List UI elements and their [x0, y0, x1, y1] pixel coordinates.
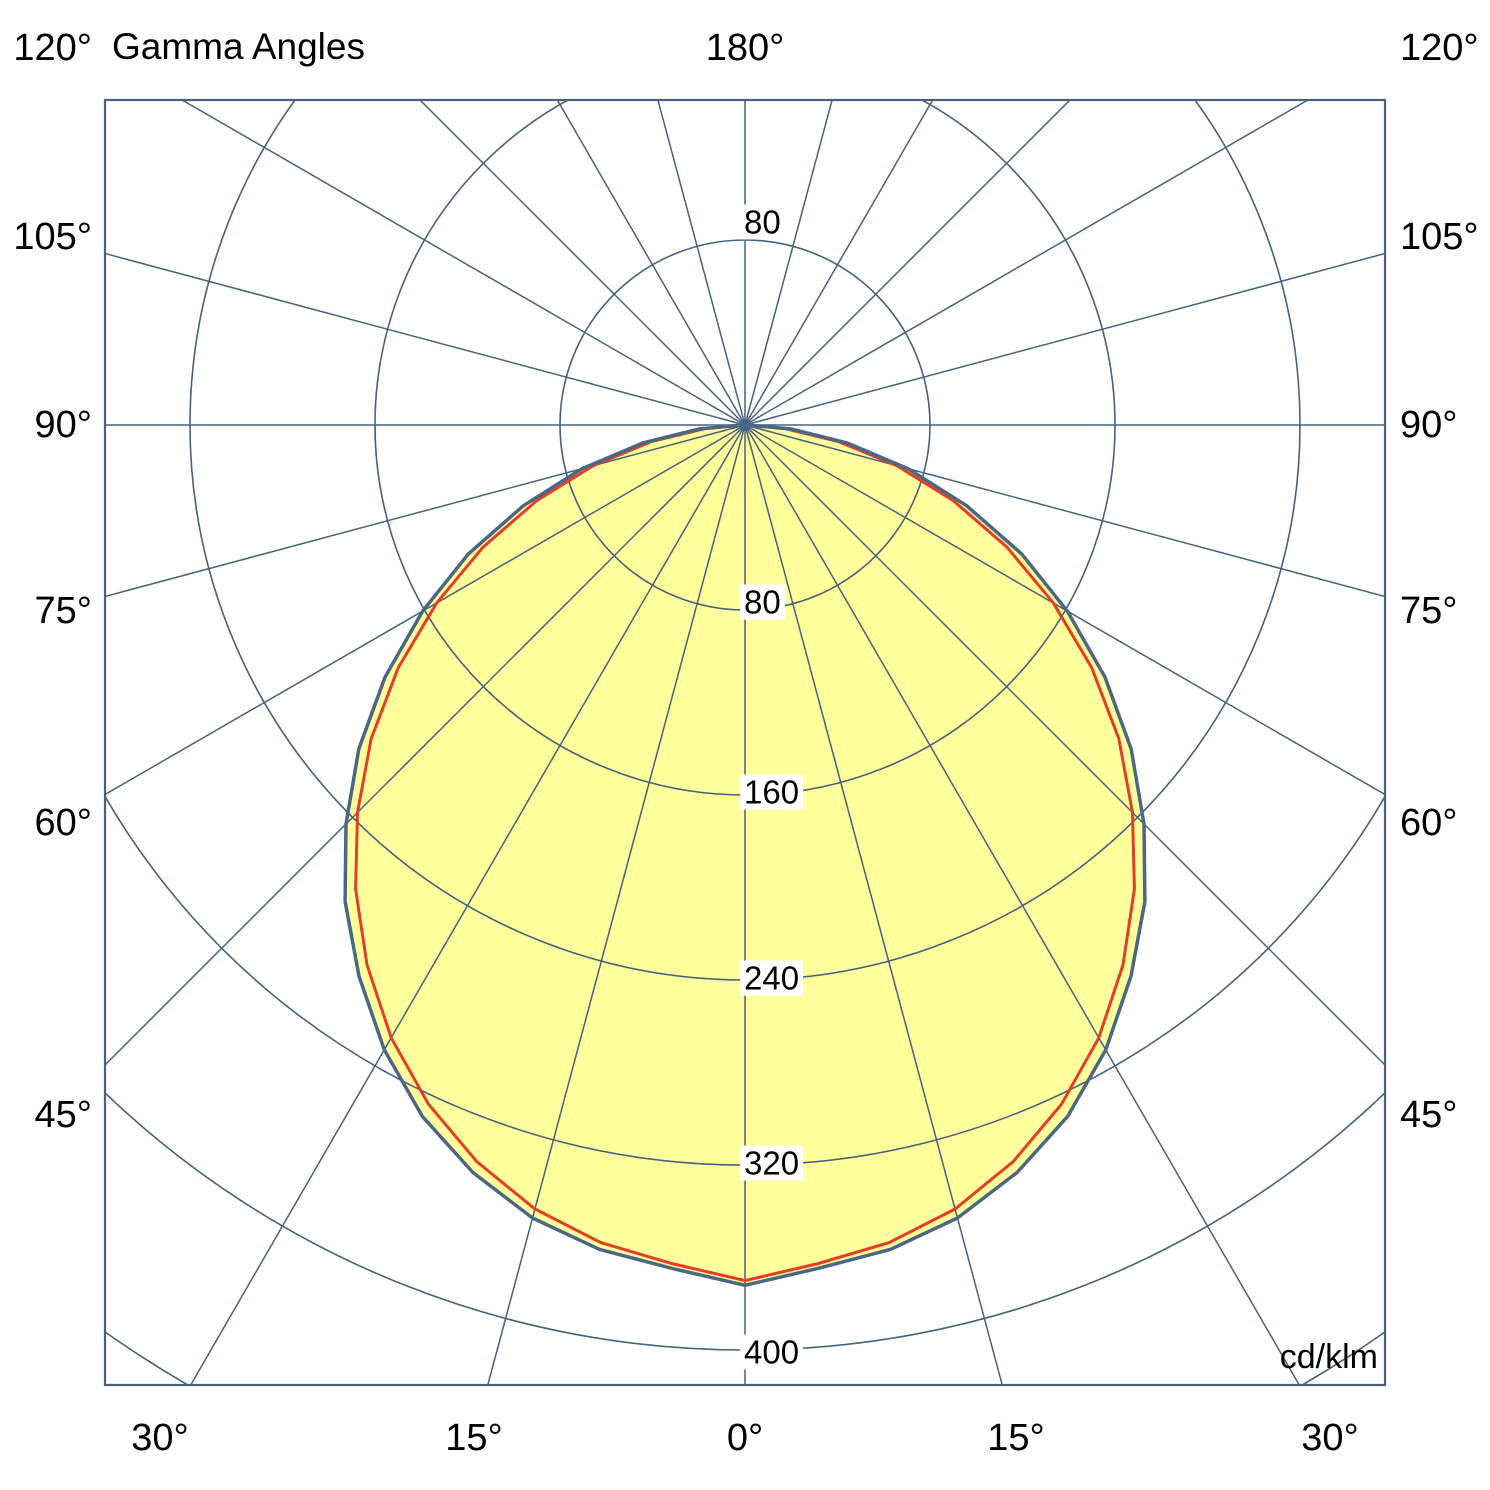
axis-label-bottom-15R: 15°: [987, 1417, 1045, 1459]
axis-label-right-105: 105°: [1400, 216, 1479, 258]
axis-label-top-180: 180°: [705, 27, 785, 69]
axis-label-bottom-30L: 30°: [131, 1417, 189, 1459]
ring-label-160: 160: [740, 774, 804, 810]
ring-label-80-bottom: 80: [740, 584, 785, 620]
ring-label-400: 400: [740, 1334, 804, 1370]
axis-label-right-60: 60°: [1400, 802, 1458, 844]
axis-label-bottom-15L: 15°: [445, 1417, 503, 1459]
unit-label: cd/klm: [1279, 1338, 1378, 1376]
axis-label-left-75: 75°: [34, 590, 92, 632]
ring-label-80-top: 80: [740, 204, 785, 240]
axis-label-right-120: 120°: [1400, 27, 1479, 69]
ring-label-320: 320: [740, 1145, 804, 1181]
chart-title: Gamma Angles: [112, 26, 365, 67]
axis-label-right-45: 45°: [1400, 1094, 1458, 1136]
axis-label-right-90: 90°: [1400, 404, 1458, 446]
ring-label-240: 240: [740, 960, 804, 996]
axis-label-left-120: 120°: [13, 27, 92, 69]
axis-label-right-75: 75°: [1400, 590, 1458, 632]
axis-label-left-60: 60°: [34, 802, 92, 844]
axis-label-bottom-0: 0°: [726, 1417, 764, 1459]
axis-label-left-105: 105°: [13, 216, 92, 258]
axis-label-bottom-30R: 30°: [1301, 1417, 1359, 1459]
axis-label-left-90: 90°: [34, 404, 92, 446]
axis-label-left-45: 45°: [34, 1094, 92, 1136]
